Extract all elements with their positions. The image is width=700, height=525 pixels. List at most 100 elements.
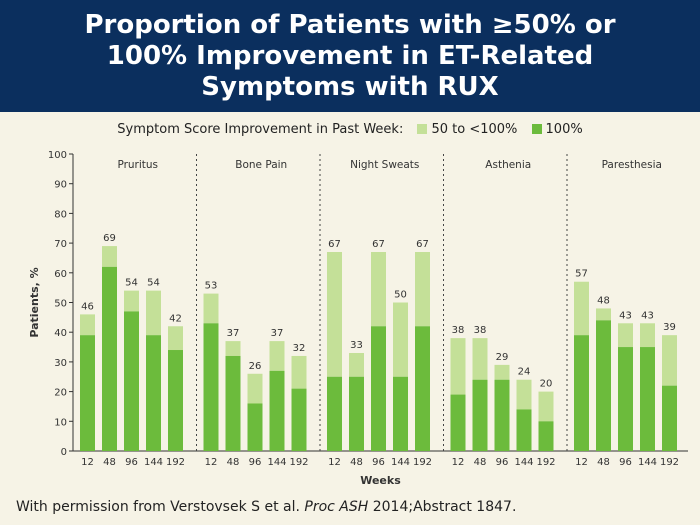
bar-value-label: 29 xyxy=(496,352,509,363)
bar-value-label: 43 xyxy=(641,310,654,321)
bar-full xyxy=(640,347,655,451)
legend-swatch-partial xyxy=(417,124,428,134)
x-tick-label: 192 xyxy=(660,457,679,468)
bar-value-label: 32 xyxy=(293,343,306,354)
bar-value-label: 26 xyxy=(249,361,262,372)
x-tick-label: 48 xyxy=(597,457,610,468)
x-tick-label: 144 xyxy=(267,457,286,468)
bar-full xyxy=(327,376,342,451)
x-tick-label: 192 xyxy=(536,457,555,468)
bar-full xyxy=(393,376,408,451)
x-tick-label: 192 xyxy=(413,457,432,468)
x-tick-label: 12 xyxy=(81,457,94,468)
x-tick-label: 12 xyxy=(452,457,465,468)
bar-full xyxy=(574,335,589,451)
bar-full xyxy=(662,385,677,451)
bar-full xyxy=(203,323,219,451)
x-axis-title: Weeks xyxy=(360,474,401,487)
bar-value-label: 54 xyxy=(125,278,138,289)
bar-value-label: 48 xyxy=(597,295,610,306)
y-tick-label: 0 xyxy=(61,447,67,458)
bar-partial xyxy=(247,373,263,404)
bar-partial xyxy=(516,379,532,410)
bar-value-label: 39 xyxy=(663,322,676,333)
legend-item-partial: 50 to <100% xyxy=(431,122,518,137)
bar-partial xyxy=(349,352,364,377)
x-tick-label: 96 xyxy=(619,457,632,468)
bar-partial xyxy=(203,293,219,324)
x-tick-label: 144 xyxy=(391,457,410,468)
bar-full xyxy=(538,421,554,451)
bar-partial xyxy=(371,252,386,327)
legend-swatch-full xyxy=(531,124,542,134)
x-tick-label: 96 xyxy=(249,457,262,468)
bar-full xyxy=(124,311,139,451)
bar-partial xyxy=(168,326,183,351)
stacked-bar-chart: 0 10 20 30 40 50 60 70 80 90 100 Patients, % Pruritu… xyxy=(28,150,688,487)
bar-partial xyxy=(291,355,307,389)
bar-value-label: 42 xyxy=(169,313,182,324)
bar-value-label: 69 xyxy=(103,233,116,244)
y-tick-label: 20 xyxy=(54,388,67,399)
bar-full xyxy=(596,320,611,451)
bar-partial xyxy=(415,252,430,327)
bar-value-label: 37 xyxy=(271,328,284,339)
bar-value-label: 37 xyxy=(227,328,240,339)
bar-full xyxy=(618,347,633,451)
bar-full xyxy=(516,409,532,451)
citation-journal: Proc ASH xyxy=(304,499,369,515)
slide-title-line-1: Proportion of Patients with ≥50% or xyxy=(84,9,616,40)
group-title: Pruritus xyxy=(117,159,158,171)
x-tick-label: 96 xyxy=(372,457,385,468)
y-tick-label: 80 xyxy=(54,209,67,220)
bar-full xyxy=(269,370,285,451)
slide-header: Proportion of Patients with ≥50% or 100%… xyxy=(0,0,700,112)
slide-title-line-3: Symptoms with RUX xyxy=(201,71,499,102)
bar-partial xyxy=(124,290,139,312)
group-title: Night Sweats xyxy=(350,159,419,171)
bar-partial xyxy=(450,338,466,395)
x-tick-label: 144 xyxy=(144,457,163,468)
group-title: Asthenia xyxy=(485,159,531,171)
chart-legend: Symptom Score Improvement in Past Week: … xyxy=(0,122,700,137)
citation-suffix: 2014;Abstract 1847. xyxy=(368,499,517,515)
x-tick-label: 144 xyxy=(638,457,657,468)
x-tick-label: 192 xyxy=(166,457,185,468)
bar-partial xyxy=(327,252,342,377)
bar-value-label: 38 xyxy=(452,325,465,336)
y-tick-label: 30 xyxy=(54,358,67,369)
bar-value-label: 43 xyxy=(619,310,632,321)
x-tick-label: 48 xyxy=(350,457,363,468)
bar-value-label: 20 xyxy=(540,379,553,390)
bar-value-label: 46 xyxy=(81,301,94,312)
x-tick-label: 12 xyxy=(205,457,218,468)
x-tick-label: 12 xyxy=(575,457,588,468)
x-tick-label: 144 xyxy=(514,457,533,468)
bar-partial xyxy=(472,338,488,380)
x-tick-label: 48 xyxy=(474,457,487,468)
bar-partial xyxy=(102,246,117,267)
bar-value-label: 53 xyxy=(205,281,218,292)
x-tick-label: 96 xyxy=(125,457,138,468)
x-tick-label: 96 xyxy=(496,457,509,468)
bar-full xyxy=(415,326,430,451)
bar-full xyxy=(472,379,488,451)
x-tick-label: 12 xyxy=(328,457,341,468)
y-tick-label: 40 xyxy=(54,328,67,339)
bar-value-label: 57 xyxy=(575,269,588,280)
bar-partial xyxy=(393,302,408,377)
bar-partial xyxy=(494,364,510,380)
legend-item-full: 100% xyxy=(545,122,583,137)
bar-partial xyxy=(538,391,554,422)
bar-partial xyxy=(146,290,161,336)
y-tick-label: 60 xyxy=(54,269,67,280)
bar-full xyxy=(371,326,386,451)
group-title: Paresthesia xyxy=(602,159,662,171)
y-tick-label: 70 xyxy=(54,239,67,250)
bar-value-label: 67 xyxy=(372,239,385,250)
bar-value-label: 38 xyxy=(474,325,487,336)
bar-full xyxy=(494,379,510,451)
bar-full xyxy=(450,394,466,451)
bar-value-label: 67 xyxy=(328,239,341,250)
bar-partial xyxy=(574,281,589,336)
